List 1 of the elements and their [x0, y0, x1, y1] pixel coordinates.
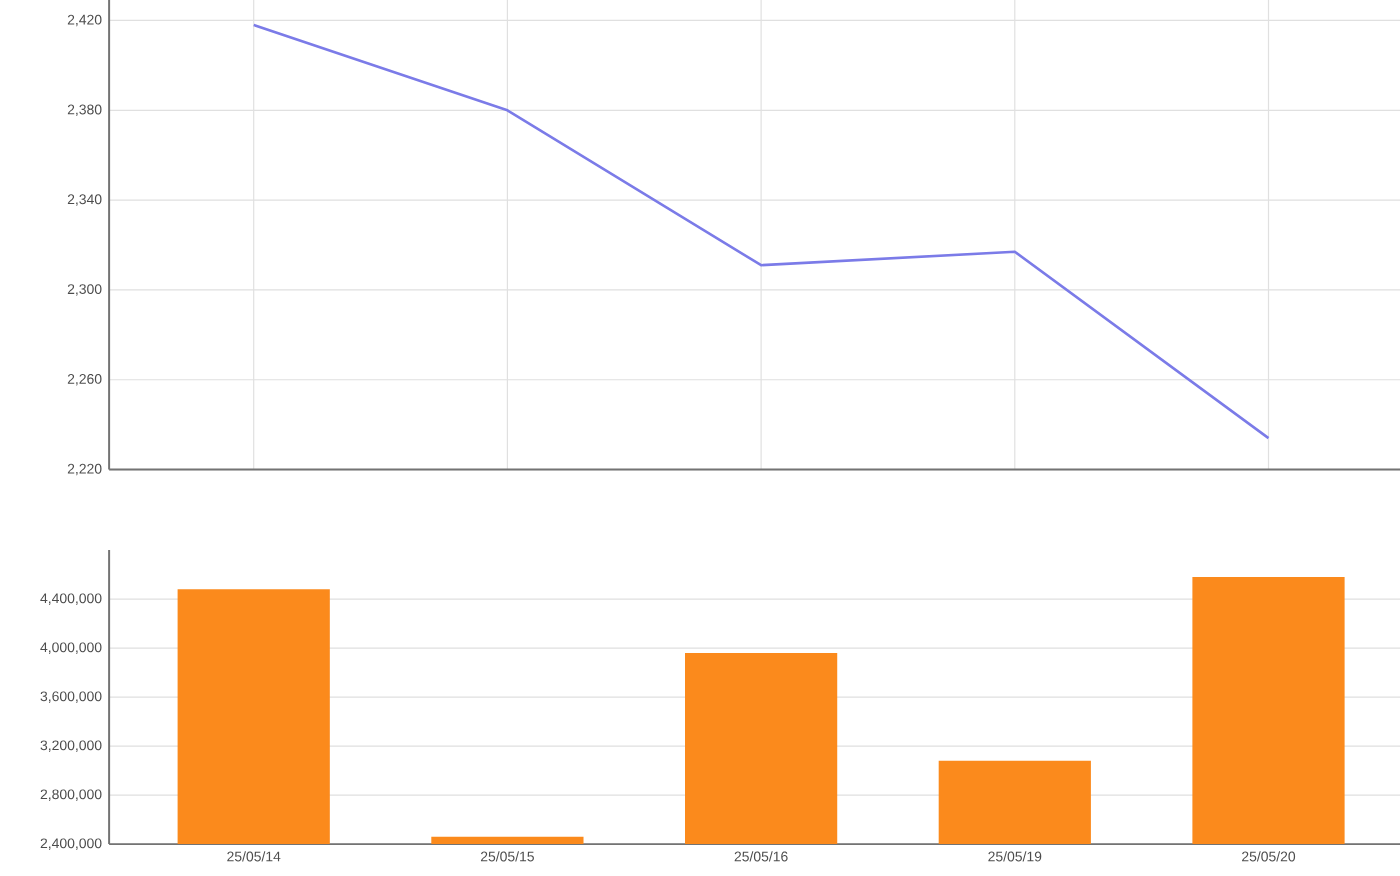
line-series — [252, 23, 1270, 440]
